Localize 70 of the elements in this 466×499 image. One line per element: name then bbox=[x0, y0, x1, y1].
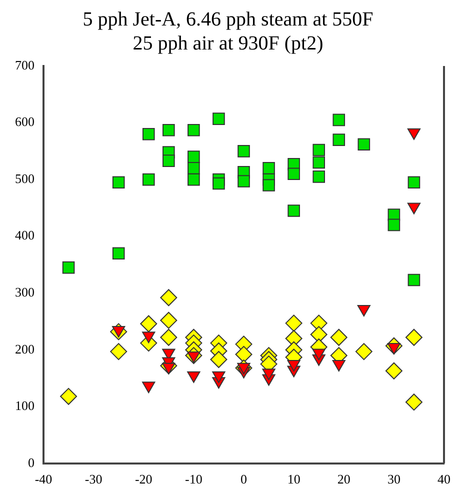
point bbox=[142, 128, 155, 140]
y-tick-label: 0 bbox=[28, 454, 34, 470]
point bbox=[110, 343, 128, 360]
point bbox=[288, 204, 300, 217]
point bbox=[262, 368, 276, 380]
point bbox=[187, 371, 200, 383]
y-tick-label: 300 bbox=[15, 284, 34, 300]
point bbox=[312, 144, 325, 156]
point bbox=[385, 362, 402, 380]
point bbox=[112, 176, 125, 189]
point bbox=[312, 348, 326, 360]
point bbox=[188, 150, 200, 163]
point bbox=[358, 138, 370, 150]
point bbox=[160, 328, 178, 346]
point bbox=[408, 176, 420, 189]
point bbox=[212, 177, 225, 190]
point bbox=[238, 175, 250, 188]
x-tick-label: 0 bbox=[240, 472, 247, 487]
point bbox=[238, 145, 250, 158]
y-tick-label: 500 bbox=[15, 170, 34, 186]
point bbox=[212, 371, 226, 383]
point bbox=[235, 346, 252, 363]
point bbox=[312, 156, 325, 169]
point bbox=[188, 124, 200, 136]
point bbox=[142, 332, 156, 344]
point bbox=[112, 247, 125, 260]
x-tick-label: -10 bbox=[185, 472, 202, 487]
point bbox=[160, 289, 178, 306]
point bbox=[162, 154, 175, 167]
point bbox=[312, 170, 325, 183]
y-tick-label: 600 bbox=[15, 114, 34, 130]
y-tick-label: 200 bbox=[15, 341, 34, 356]
point bbox=[262, 162, 275, 174]
point bbox=[332, 114, 346, 126]
y-tick-label: 700 bbox=[15, 57, 34, 72]
point bbox=[162, 124, 175, 136]
point bbox=[210, 351, 228, 368]
x-tick-label: -40 bbox=[34, 472, 52, 487]
point bbox=[62, 261, 75, 274]
x-tick-label: -30 bbox=[84, 472, 102, 487]
point bbox=[405, 328, 422, 346]
point bbox=[60, 388, 78, 405]
point bbox=[162, 362, 176, 374]
point bbox=[355, 343, 372, 360]
y-tick-label: 100 bbox=[15, 398, 34, 414]
point bbox=[262, 179, 275, 192]
point bbox=[212, 112, 225, 125]
point bbox=[140, 315, 158, 332]
point bbox=[188, 173, 200, 186]
chart-title: 5 pph Jet-A, 6.46 pph steam at 550F 25 pph air at 930F (pt2) bbox=[82, 8, 374, 54]
x-tick-label: -20 bbox=[134, 472, 152, 487]
point bbox=[388, 218, 400, 232]
point bbox=[142, 173, 155, 186]
x-tick-label: 40 bbox=[438, 472, 450, 487]
x-tick-label: 10 bbox=[287, 472, 300, 487]
point bbox=[142, 382, 156, 394]
point bbox=[287, 360, 300, 372]
point bbox=[332, 134, 346, 146]
point bbox=[160, 312, 178, 329]
point bbox=[405, 394, 422, 411]
point bbox=[285, 314, 302, 332]
point bbox=[357, 304, 370, 316]
point bbox=[188, 162, 200, 174]
point bbox=[288, 168, 300, 180]
x-tick-label: 30 bbox=[387, 472, 400, 487]
point bbox=[330, 328, 348, 346]
point bbox=[408, 274, 420, 286]
x-tick-label: 20 bbox=[337, 472, 350, 487]
y-tick-label: 400 bbox=[15, 228, 34, 243]
point bbox=[332, 360, 346, 372]
